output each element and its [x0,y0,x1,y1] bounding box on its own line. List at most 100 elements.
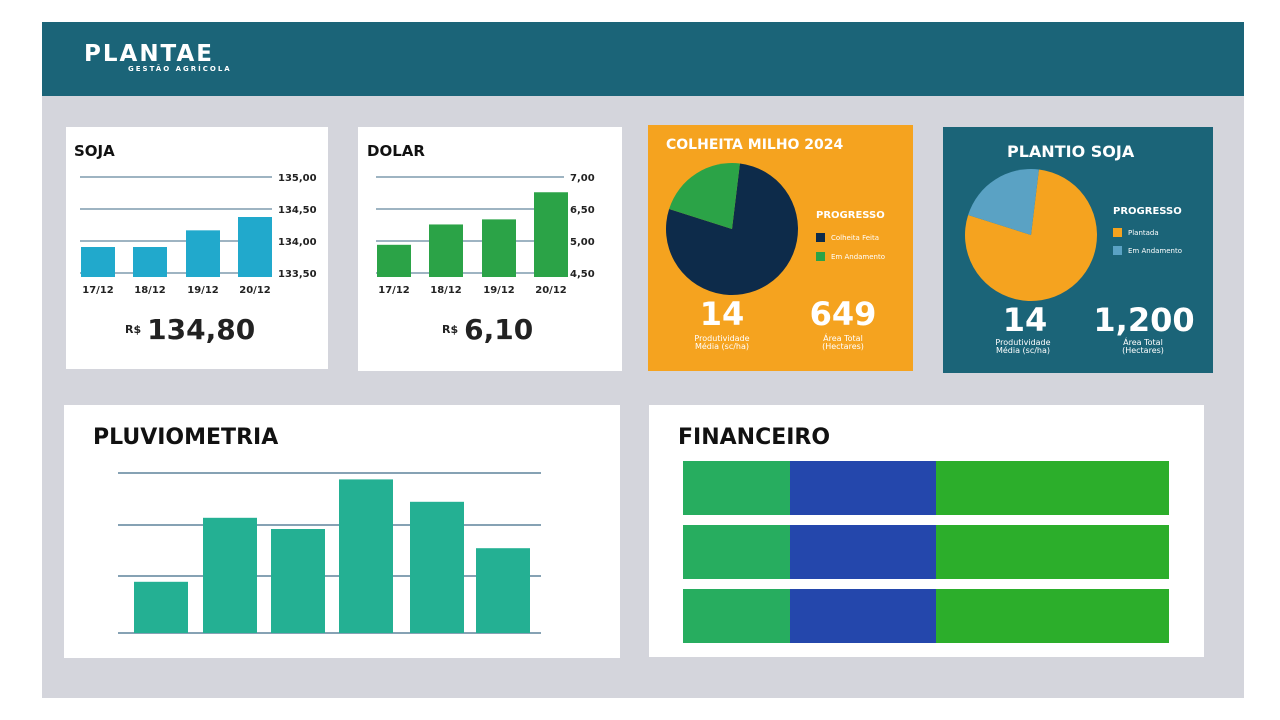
colheita-area-value: 649 [809,295,877,333]
bar[interactable] [133,247,167,277]
label-line: Área Total [1123,338,1163,347]
plantio-title: PLANTIO SOJA [1007,142,1135,161]
stacked-bar-row[interactable] [683,589,1169,643]
legend-swatch-icon [1113,228,1122,237]
bar[interactable] [377,244,411,277]
pluviometria-title: PLUVIOMETRIA [93,425,279,450]
financeiro-title: FINANCEIRO [678,425,831,450]
pie-slice[interactable] [666,163,798,295]
y-tick-label: 4,50 [570,269,595,280]
plantio-legend-item: Plantada [1113,228,1159,237]
x-tick-label: 17/12 [82,285,114,296]
x-tick-label: 17/12 [378,285,410,296]
dolar-title: DOLAR [367,142,425,160]
y-tick-label: 5,00 [570,237,595,248]
x-tick-label: 19/12 [187,285,219,296]
bar-segment[interactable] [935,525,1169,579]
label-line: Produtividade [995,338,1051,347]
dolar-currency: R$ [442,323,459,336]
bar[interactable] [429,224,463,277]
label-line: (Hectares) [1122,346,1164,355]
bar[interactable] [410,501,464,633]
bar-segment[interactable] [683,461,790,515]
bar[interactable] [476,548,530,633]
plantio-productivity-value: 14 [1002,301,1048,339]
y-tick-label: 6,50 [570,205,595,216]
stacked-bar-row[interactable] [683,461,1169,515]
bar[interactable] [186,230,220,277]
plantio-pie [965,169,1097,301]
bar[interactable] [339,479,393,633]
label-line: Média (sc/ha) [694,342,750,351]
label-line: (Hectares) [822,342,864,351]
bar[interactable] [482,219,516,277]
plantio-legend-item: Em Andamento [1113,246,1182,255]
legend-swatch-icon [1113,246,1122,255]
bar-segment[interactable] [683,525,790,579]
soja-chart: 135,00 134,50 134,00 133,50 17/12 18/12 19/12… [80,173,317,296]
stacked-bar-row[interactable] [683,525,1169,579]
soja-price: R$ 134,80 [125,313,255,346]
legend-label: Em Andamento [831,253,886,261]
dolar-price-value: 6,10 [464,313,534,346]
pie-slice[interactable] [968,169,1039,235]
colheita-productivity-value: 14 [699,295,745,333]
legend-swatch-icon [816,233,825,242]
bar-segment[interactable] [935,589,1169,643]
plantio-area-label: Área Total (Hectares) [1093,339,1193,355]
bar-segment[interactable] [683,589,790,643]
dolar-chart: 7,00 6,50 5,00 4,50 17/12 18/12 19/12 20/12 [376,173,595,296]
plantio-productivity-label: Produtividade Média (sc/ha) [973,339,1073,355]
pluviometria-card[interactable]: PLUVIOMETRIA [64,405,620,658]
dolar-card[interactable]: DOLAR 7,00 6,50 5,00 4,50 17/12 18/12 19/12 20… [358,127,622,371]
x-tick-label: 19/12 [483,285,515,296]
soja-price-value: 134,80 [147,313,256,346]
bar[interactable] [134,581,188,633]
colheita-legend-title: PROGRESSO [816,210,885,221]
x-tick-label: 20/12 [535,285,567,296]
x-tick-label: 18/12 [134,285,166,296]
legend-label: Em Andamento [1128,247,1183,255]
pluviometria-chart [118,472,541,634]
bar[interactable] [203,517,257,633]
legend-label: Plantada [1128,229,1159,237]
colheita-area-label: Área Total (Hectares) [793,335,893,351]
soja-currency: R$ [125,323,142,336]
pie-slice[interactable] [965,169,1097,301]
y-tick-label: 7,00 [570,173,595,184]
colheita-title: COLHEITA MILHO 2024 [666,137,844,153]
colheita-legend-item: Colheita Feita [816,233,879,242]
bar[interactable] [271,529,325,633]
y-tick-label: 133,50 [278,269,317,280]
y-tick-label: 135,00 [278,173,317,184]
legend-swatch-icon [816,252,825,261]
colheita-legend-item: Em Andamento [816,252,885,261]
plantio-area-value: 1,200 [1093,301,1195,339]
dolar-price: R$ 6,10 [442,313,533,346]
bar-segment[interactable] [789,461,936,515]
label-line: Média (sc/ha) [995,346,1051,355]
brand-subtitle: GESTÃO AGRÍCOLA [128,65,232,73]
financeiro-card[interactable]: FINANCEIRO [649,405,1204,657]
label-line: Área Total [823,334,863,343]
colheita-card[interactable]: COLHEITA MILHO 2024 PROGRESSO Colheita F… [648,125,913,371]
plantio-card[interactable]: PLANTIO SOJA PROGRESSO Plantada Em Andam… [943,127,1213,373]
brand-logo[interactable]: PLANTAE [84,41,214,67]
y-tick-label: 134,50 [278,205,317,216]
bar-segment[interactable] [935,461,1169,515]
bar-segment[interactable] [789,525,936,579]
bar[interactable] [534,192,568,277]
label-line: Produtividade [694,334,750,343]
app-header: PLANTAE GESTÃO AGRÍCOLA [42,22,1244,96]
colheita-productivity-label: Produtividade Média (sc/ha) [672,335,772,351]
legend-label: Colheita Feita [831,234,879,242]
plantio-legend-title: PROGRESSO [1113,206,1182,217]
x-tick-label: 20/12 [239,285,271,296]
colheita-pie [666,163,798,295]
bar[interactable] [238,217,272,277]
bar[interactable] [81,247,115,277]
bar-segment[interactable] [789,589,936,643]
pie-slice[interactable] [669,163,740,229]
soja-card[interactable]: SOJA 135,00 134,50 134,00 133,50 17/12 18/12… [66,127,328,369]
soja-title: SOJA [74,142,115,160]
